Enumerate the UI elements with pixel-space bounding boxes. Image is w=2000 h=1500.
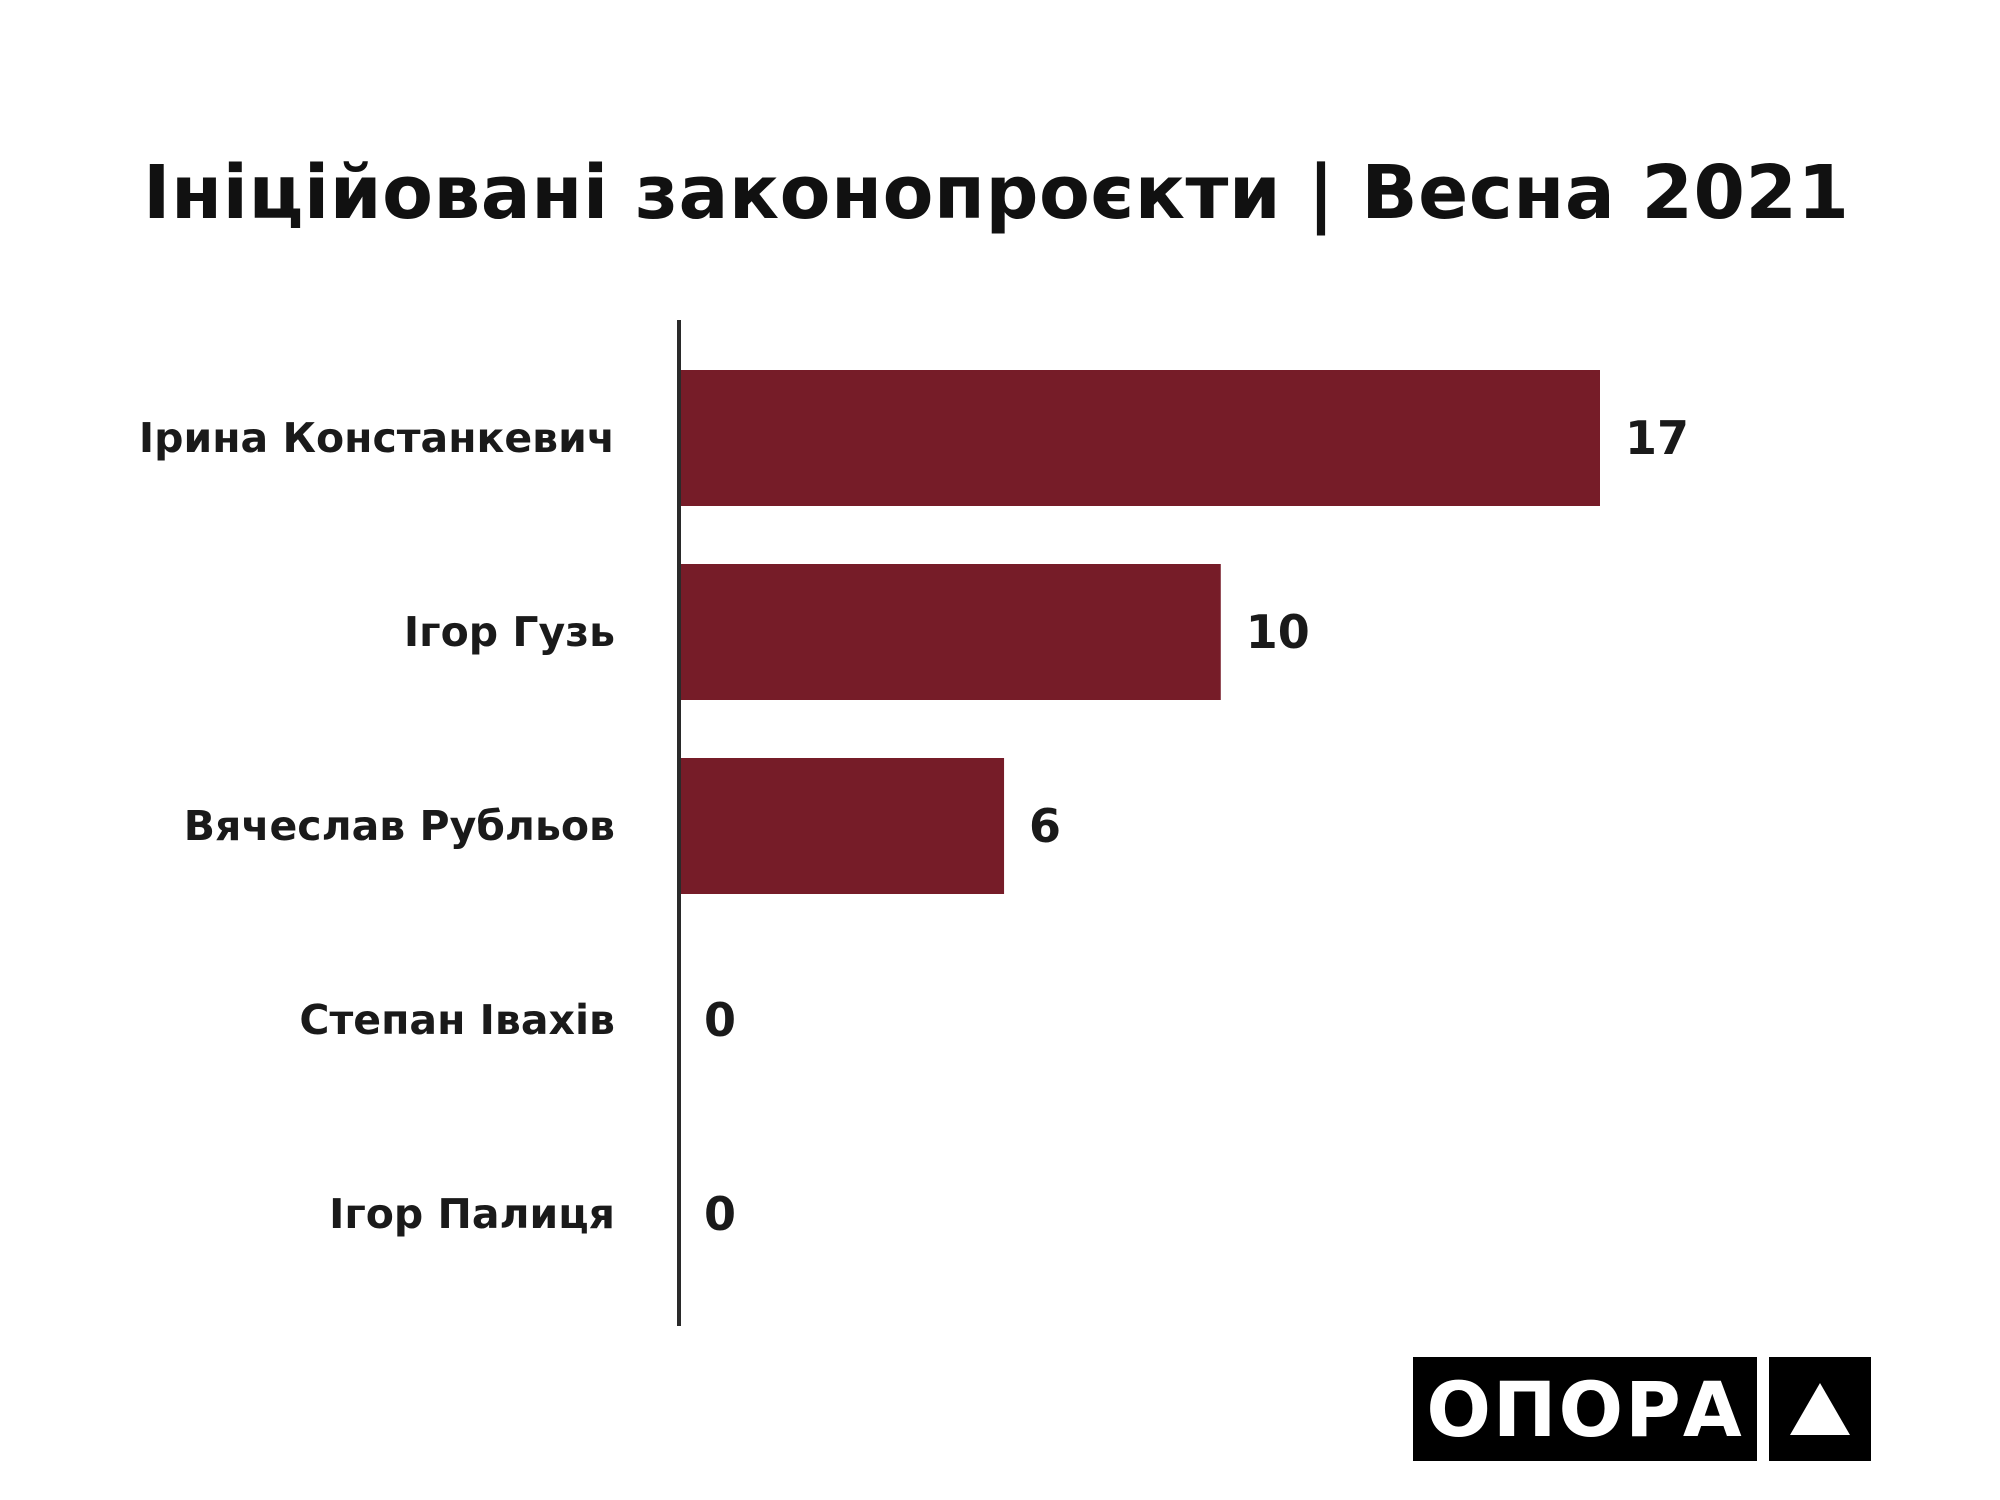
category-label: Ігор Палиця xyxy=(329,1190,615,1238)
value-label: 6 xyxy=(1029,799,1061,853)
value-label: 0 xyxy=(704,1187,736,1241)
bar xyxy=(679,758,1005,894)
value-label: 17 xyxy=(1625,411,1689,465)
bar xyxy=(679,370,1600,506)
value-label: 10 xyxy=(1246,605,1310,659)
value-label: 0 xyxy=(704,993,736,1047)
category-label: Вячеслав Рубльов xyxy=(184,802,615,850)
chart-title: Ініційовані законопроєкти | Весна 2021 xyxy=(143,150,1850,236)
bar xyxy=(679,564,1221,700)
category-label: Степан Івахів xyxy=(299,996,615,1044)
opora-logo: ОПОРА xyxy=(1413,1357,1871,1461)
category-label: Ігор Гузь xyxy=(404,608,615,656)
logo-text: ОПОРА xyxy=(1413,1357,1757,1461)
triangle-icon xyxy=(1769,1357,1871,1461)
category-label: Ірина Констанкевич xyxy=(139,414,615,462)
